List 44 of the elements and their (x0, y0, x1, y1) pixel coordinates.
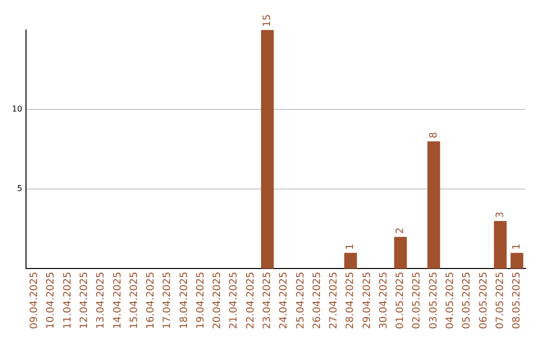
x-tick-label: 25.04.2025 (295, 272, 306, 330)
x-tick-label: 05.05.2025 (462, 272, 473, 330)
x-tick-label: 18.04.2025 (178, 272, 190, 330)
x-tick-label: 16.04.2025 (146, 272, 157, 330)
x-tick-label: 11.04.2025 (62, 272, 74, 330)
bar (427, 141, 440, 269)
data-label: 3 (494, 212, 506, 218)
bar (344, 252, 357, 269)
x-tick-label: 06.05.2025 (478, 272, 490, 330)
x-tick-label: 10.04.2025 (46, 272, 57, 330)
x-tick-label: 15.04.2025 (128, 272, 140, 330)
x-tick-label: 14.04.2025 (112, 272, 124, 330)
bar (394, 236, 407, 269)
x-tick-label: 22.04.2025 (245, 272, 256, 330)
data-label: 8 (428, 132, 440, 138)
x-tick-label: 17.04.2025 (162, 272, 174, 330)
x-tick-label: 13.04.2025 (96, 272, 107, 330)
x-tick-label: 08.05.2025 (512, 272, 523, 330)
y-tick-label: 5 (17, 184, 22, 194)
x-tick-label: 12.04.2025 (79, 272, 90, 330)
y-tick-label: 10 (12, 104, 22, 114)
x-tick-label: 29.04.2025 (362, 272, 373, 330)
x-tick-label: 28.04.2025 (345, 272, 356, 330)
x-tick-label: 01.05.2025 (395, 272, 406, 330)
x-tick-label: 19.04.2025 (195, 272, 206, 330)
data-label: 1 (345, 243, 356, 250)
bar (261, 30, 274, 269)
x-tick-label: 21.04.2025 (228, 272, 240, 330)
data-label: 2 (395, 228, 406, 234)
x-tick-label: 24.04.2025 (278, 272, 290, 330)
x-tick-label: 03.05.2025 (428, 272, 440, 330)
x-tick-label: 30.04.2025 (378, 272, 390, 330)
x-tick-label: 23.04.2025 (262, 272, 273, 330)
x-tick-label: 20.04.2025 (212, 272, 224, 330)
x-tick-label: 27.04.2025 (328, 272, 340, 330)
data-label: 15 (262, 14, 273, 27)
x-tick-label: 26.04.2025 (312, 272, 323, 330)
bar (494, 220, 507, 269)
x-tick-label: 07.05.2025 (494, 272, 506, 330)
x-tick-label: 02.05.2025 (412, 272, 423, 330)
x-tick-label: 09.04.2025 (29, 272, 40, 330)
bar (510, 252, 524, 269)
data-label: 1 (512, 243, 523, 250)
x-tick-label: 04.05.2025 (444, 272, 456, 330)
